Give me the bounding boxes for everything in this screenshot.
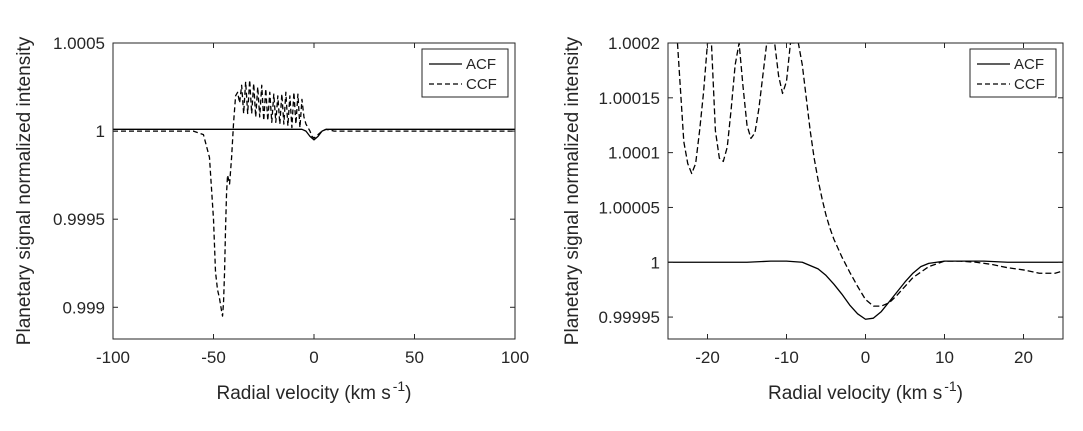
y-tick-label: 0.99995 bbox=[599, 308, 660, 327]
series-group bbox=[113, 79, 515, 317]
x-axis-label: Radial velocity (km s -1) bbox=[768, 378, 963, 404]
chart-1: -100 -50 0 50 100 0.999 0.9995 1 1.0005 Radial ve… bbox=[14, 34, 529, 404]
x-tick-label: -10 bbox=[774, 348, 799, 367]
x-axis-label-end: ) bbox=[957, 383, 963, 404]
x-tick-label: 10 bbox=[935, 348, 954, 367]
legend-box bbox=[421, 48, 509, 98]
legend-label: CCF bbox=[1014, 76, 1045, 93]
x-axis-label-text: Radial velocity (km s bbox=[768, 383, 942, 404]
x-tick-label: 0 bbox=[861, 348, 870, 367]
series-line-acf bbox=[668, 260, 1063, 320]
y-tick-label: 1 bbox=[96, 122, 105, 141]
y-tick-label: 1.00015 bbox=[599, 89, 660, 108]
y-axis-label: Planetary signal normalized intensity bbox=[562, 36, 583, 345]
x-axis-label: Radial velocity (km s -1) bbox=[217, 378, 412, 404]
x-axis-label-text: Radial velocity (km s bbox=[217, 383, 391, 404]
x-axis-label-end: ) bbox=[405, 383, 411, 404]
x-tick-label: -50 bbox=[201, 348, 226, 367]
x-tick-label: -20 bbox=[695, 348, 720, 367]
legend-box bbox=[969, 48, 1057, 98]
x-tick-label: 100 bbox=[501, 348, 529, 367]
y-tick-label: 1.0005 bbox=[53, 34, 105, 53]
x-tick-label: 50 bbox=[405, 348, 424, 367]
x-tick-label: 0 bbox=[309, 348, 318, 367]
y-tick-label: 1.0001 bbox=[608, 144, 660, 163]
series-line-ccf bbox=[676, 43, 1063, 307]
legend-label: CCF bbox=[466, 76, 497, 93]
y-tick-label: 1.0002 bbox=[608, 34, 660, 53]
series-line-ccf bbox=[113, 79, 515, 317]
x-axis-label-sup: -1 bbox=[944, 378, 957, 394]
chart-2: -20 -10 0 10 20 0.99995 1 1.00005 1.0001 1.00015 1… bbox=[562, 34, 1064, 404]
series-group bbox=[668, 43, 1063, 320]
y-tick-label: 1.00005 bbox=[599, 198, 660, 217]
legend: ACF CCF bbox=[969, 48, 1057, 98]
x-tick-label: 20 bbox=[1014, 348, 1033, 367]
x-axis-label-sup: -1 bbox=[393, 378, 406, 394]
y-tick-label: 1 bbox=[651, 253, 660, 272]
series-line-acf bbox=[113, 128, 515, 141]
legend: ACF CCF bbox=[421, 48, 509, 98]
y-axis-label: Planetary signal normalized intensity bbox=[14, 36, 35, 345]
legend-label: ACF bbox=[466, 56, 496, 73]
y-tick-label: 0.9995 bbox=[53, 210, 105, 229]
legend-label: ACF bbox=[1014, 56, 1044, 73]
y-tick-label: 0.999 bbox=[62, 298, 105, 317]
x-tick-label: -100 bbox=[96, 348, 130, 367]
